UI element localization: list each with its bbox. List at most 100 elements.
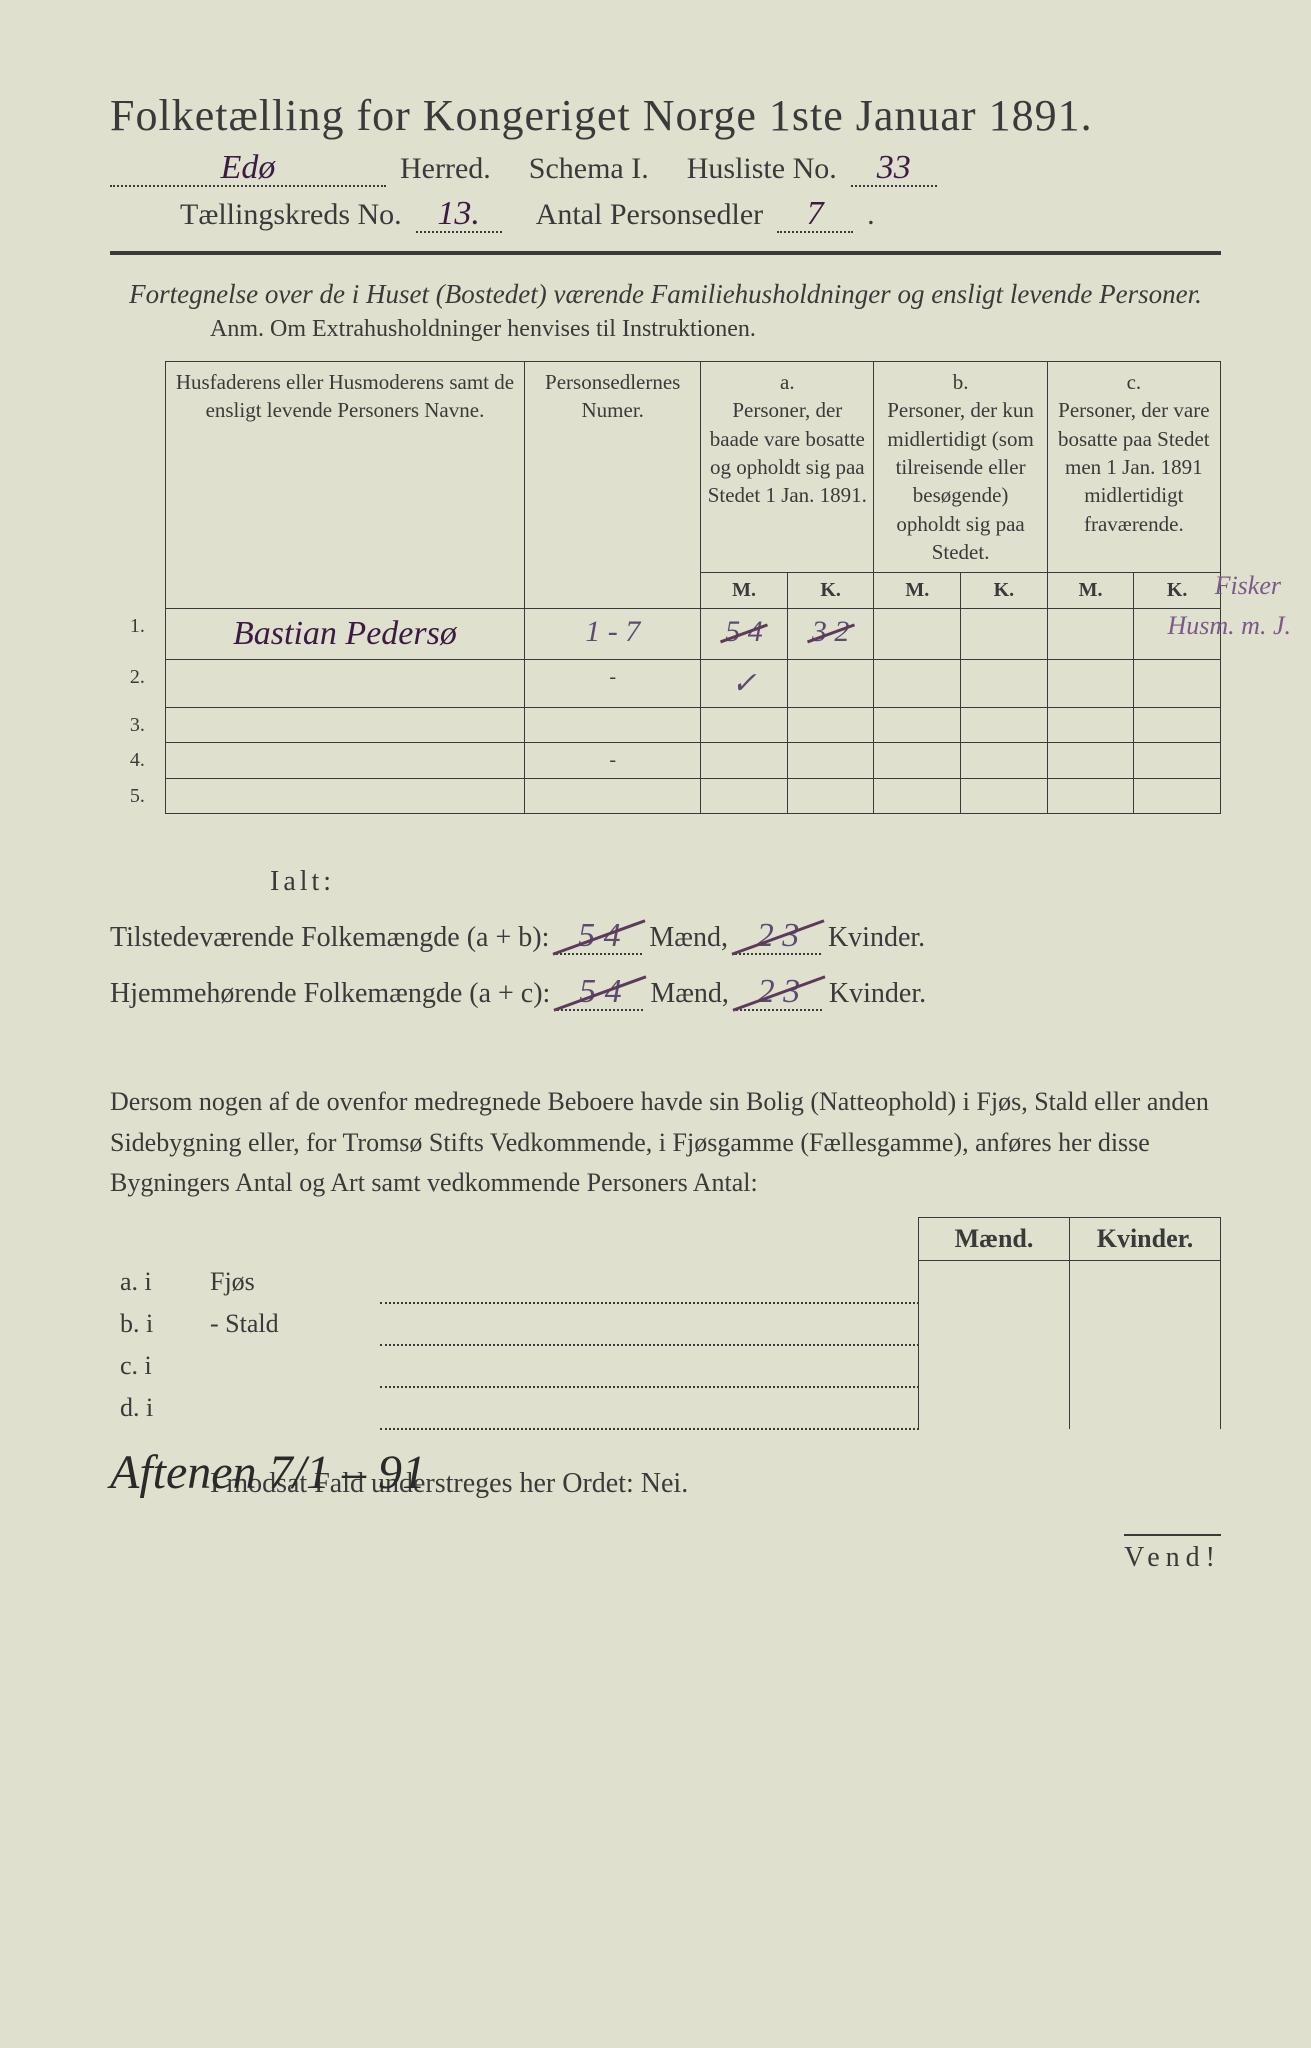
cell-b-m xyxy=(874,609,961,660)
cell-c-k xyxy=(1134,743,1221,779)
herred-label: Herred. xyxy=(400,152,491,186)
cell-numer: - xyxy=(525,743,701,779)
cell-b-m xyxy=(874,708,961,743)
table-row: 5. xyxy=(110,779,1221,814)
col-c-header: c. Personer, der vare bosatte paa Stedet… xyxy=(1047,362,1220,573)
householder-name: Bastian Pedersø xyxy=(233,615,457,652)
cell-numer xyxy=(525,708,701,743)
side-row-fill xyxy=(380,1345,919,1387)
hjemme-kvinder-value: 2 3 xyxy=(736,975,822,1011)
cell-a-m: 5 4 xyxy=(725,615,763,648)
row-number: 1. xyxy=(110,609,165,660)
antal-value: 7 xyxy=(777,197,853,233)
side-row-fill xyxy=(380,1303,919,1345)
col-c-letter: c. xyxy=(1054,368,1214,396)
side-row-m xyxy=(919,1345,1070,1387)
side-row-label: a. i xyxy=(110,1261,200,1303)
col-a-header: a. Personer, der baade vare bosatte og o… xyxy=(701,362,874,573)
col-b-letter: b. xyxy=(880,368,1040,396)
col-a-k: K. xyxy=(787,573,874,609)
kreds-label: Tællingskreds No. xyxy=(180,198,402,232)
hjemme-maend-value: 5 4 xyxy=(557,975,643,1011)
side-row-k xyxy=(1070,1345,1221,1387)
col-c-k: K. xyxy=(1134,573,1221,609)
table-row: 2. - ✓ xyxy=(110,660,1221,708)
schema-label: Schema I. xyxy=(529,152,649,186)
header-row-1: Edø Herred. Schema I. Husliste No. 33 xyxy=(110,151,1221,187)
col-a-text: Personer, der baade vare bosatte og opho… xyxy=(707,396,867,509)
table-row: 4. - xyxy=(110,743,1221,779)
side-row-label: c. i xyxy=(110,1345,200,1387)
side-maend-header: Mænd. xyxy=(919,1218,1070,1261)
cell-b-k xyxy=(961,609,1048,660)
cell-a-k: 3 2 xyxy=(812,615,850,648)
cell-a-m xyxy=(701,708,788,743)
side-row-k xyxy=(1070,1387,1221,1429)
husliste-value: 33 xyxy=(851,151,937,187)
side-row-name: Stald xyxy=(225,1309,278,1338)
side-row: a. i Fjøs xyxy=(110,1261,1221,1303)
cell-a-k xyxy=(787,743,874,779)
householder-name xyxy=(165,660,525,708)
maend-label: Mænd, xyxy=(650,978,729,1009)
anm-note: Anm. Om Extrahusholdninger henvises til … xyxy=(210,316,1221,343)
herred-value: Edø xyxy=(110,151,386,187)
cell-numer xyxy=(525,779,701,814)
row-number: 3. xyxy=(110,708,165,743)
side-row-m xyxy=(919,1261,1070,1303)
cell-b-m xyxy=(874,660,961,708)
ialt-label: Ialt: xyxy=(270,854,1221,910)
col-c-text: Personer, der vare bosatte paa Stedet me… xyxy=(1054,396,1214,538)
side-row-name xyxy=(200,1387,380,1429)
cell-b-k xyxy=(961,660,1048,708)
sidebygning-paragraph: Dersom nogen af de ovenfor medregnede Be… xyxy=(110,1082,1221,1203)
side-row-name: Fjøs xyxy=(200,1261,380,1303)
cell-b-m xyxy=(874,779,961,814)
kreds-value: 13. xyxy=(416,197,502,233)
sidebygning-table: Mænd. Kvinder. a. i Fjøs b. i - Stald c.… xyxy=(110,1217,1221,1430)
cell-b-k xyxy=(961,743,1048,779)
side-row-k xyxy=(1070,1261,1221,1303)
col-b-text: Personer, der kun midlertidigt (som tilr… xyxy=(880,396,1040,566)
cell-b-k xyxy=(961,779,1048,814)
side-kvinder-header: Kvinder. xyxy=(1070,1218,1221,1261)
tilstede-kvinder-value: 2 3 xyxy=(735,919,821,955)
maend-label: Mænd, xyxy=(649,922,728,953)
fortegnelse-subhead: Fortegnelse over de i Huset (Bostedet) v… xyxy=(110,279,1221,310)
row-number: 4. xyxy=(110,743,165,779)
vend-label: Vend! xyxy=(1124,1534,1221,1574)
margin-annotation-1: Fisker xyxy=(1215,571,1281,601)
cell-a-k xyxy=(787,708,874,743)
cell-c-m xyxy=(1047,743,1134,779)
col-b-header: b. Personer, der kun midlertidigt (som t… xyxy=(874,362,1047,573)
side-row-m xyxy=(919,1387,1070,1429)
cell-c-k xyxy=(1134,779,1221,814)
householder-name xyxy=(165,708,525,743)
hjemme-label: Hjemmehørende Folkemængde (a + c): xyxy=(110,978,550,1009)
col-name-header: Husfaderens eller Husmoderens samt de en… xyxy=(165,362,525,609)
side-row-name xyxy=(200,1345,380,1387)
col-a-m: M. xyxy=(701,573,788,609)
cell-numer: - xyxy=(525,660,701,708)
kvinder-label: Kvinder. xyxy=(829,978,926,1009)
col-b-m: M. xyxy=(874,573,961,609)
side-row: b. i - Stald xyxy=(110,1303,1221,1345)
side-row-k xyxy=(1070,1303,1221,1345)
cell-c-m xyxy=(1047,708,1134,743)
totals-block: Ialt: Tilstedeværende Folkemængde (a + b… xyxy=(110,854,1221,1022)
table-row: 1. Bastian Pedersø 1 - 7 5 4 3 2 xyxy=(110,609,1221,660)
row-number: 5. xyxy=(110,779,165,814)
tilstede-maend-value: 5 4 xyxy=(556,919,642,955)
cell-c-k xyxy=(1134,660,1221,708)
col-b-k: K. xyxy=(961,573,1048,609)
side-row: d. i xyxy=(110,1387,1221,1429)
col-a-letter: a. xyxy=(707,368,867,396)
cell-c-k xyxy=(1134,708,1221,743)
tilstede-label: Tilstedeværende Folkemængde (a + b): xyxy=(110,922,549,953)
table-row: 3. xyxy=(110,708,1221,743)
cell-b-m xyxy=(874,743,961,779)
col-numer-header: Personsedlernes Numer. xyxy=(525,362,701,609)
side-row: c. i xyxy=(110,1345,1221,1387)
cell-c-m xyxy=(1047,609,1134,660)
cell-a-k xyxy=(787,779,874,814)
